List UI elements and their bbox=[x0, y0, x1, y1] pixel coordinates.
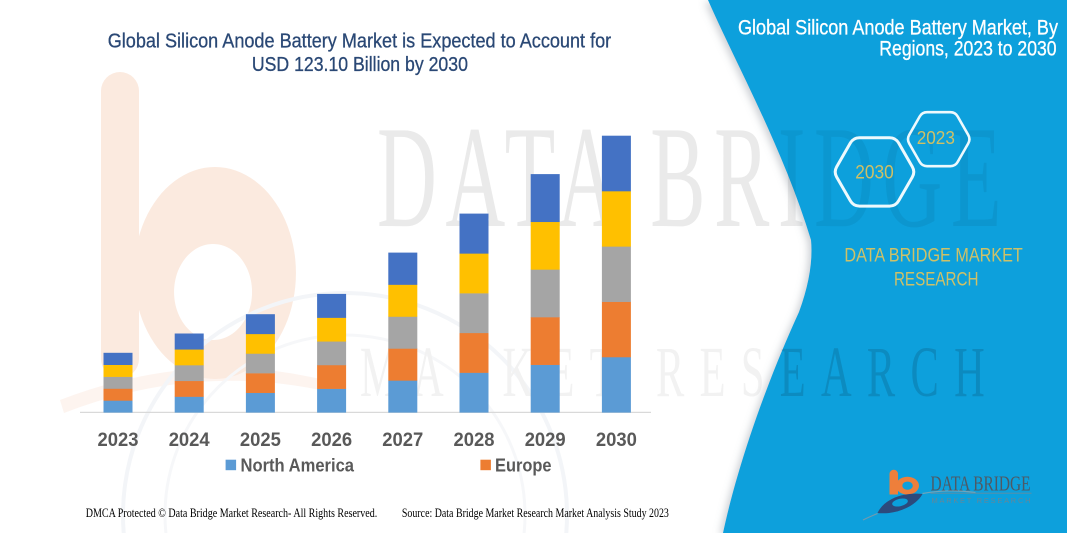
svg-text:2023: 2023 bbox=[917, 128, 955, 148]
svg-text:North America: North America bbox=[241, 454, 355, 475]
svg-text:Global Silicon Anode Battery M: Global Silicon Anode Battery Market, By bbox=[738, 16, 1058, 40]
svg-text:RESEARCH: RESEARCH bbox=[894, 270, 979, 291]
svg-text:MARKET RESEARCH: MARKET RESEARCH bbox=[932, 496, 1031, 505]
svg-text:2023: 2023 bbox=[98, 429, 139, 451]
svg-text:DMCA Protected © Data Bridge M: DMCA Protected © Data Bridge Market Rese… bbox=[86, 506, 378, 520]
svg-text:2025: 2025 bbox=[240, 429, 281, 451]
svg-text:2024: 2024 bbox=[169, 429, 210, 451]
svg-text:2027: 2027 bbox=[382, 429, 423, 451]
svg-text:DATA BRIDGE MARKET: DATA BRIDGE MARKET bbox=[844, 246, 1023, 267]
svg-text:2026: 2026 bbox=[311, 429, 352, 451]
svg-text:2028: 2028 bbox=[454, 429, 495, 451]
svg-text:Europe: Europe bbox=[495, 454, 552, 475]
svg-text:USD 123.10 Billion by 2030: USD 123.10 Billion by 2030 bbox=[252, 53, 468, 76]
svg-text:DATA BRIDGE: DATA BRIDGE bbox=[931, 471, 1031, 495]
svg-text:Regions, 2023 to 2030: Regions, 2023 to 2030 bbox=[879, 37, 1056, 61]
svg-text:2030: 2030 bbox=[596, 429, 637, 451]
svg-text:2030: 2030 bbox=[855, 163, 894, 184]
svg-text:Source: Data Bridge Market Res: Source: Data Bridge Market Research Mark… bbox=[402, 506, 669, 520]
svg-text:2029: 2029 bbox=[525, 429, 566, 451]
svg-text:Global Silicon Anode Battery M: Global Silicon Anode Battery Market is E… bbox=[108, 30, 612, 53]
